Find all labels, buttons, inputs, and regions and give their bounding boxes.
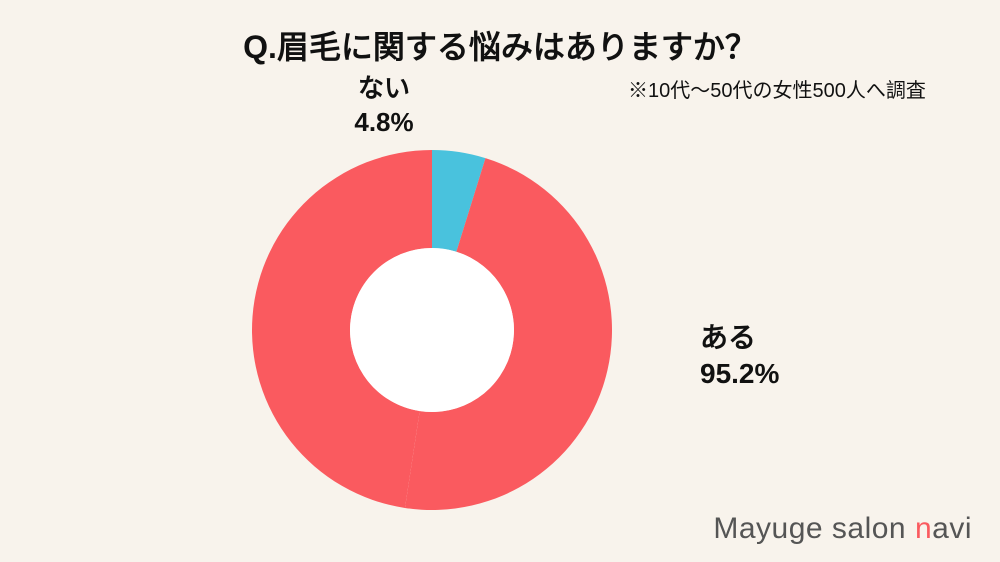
brand-prefix: Mayuge salon (713, 512, 915, 545)
slice-name-aru: ある (700, 320, 779, 356)
donut-hole (350, 248, 514, 412)
slice-pct-nai: 4.8% (354, 106, 413, 140)
slice-name-nai: ない (354, 72, 413, 106)
donut-chart (252, 150, 612, 510)
survey-note: ※10代～50代の女性500人へ調査 (628, 74, 926, 103)
slice-label-nai: ない 4.8% (354, 72, 413, 140)
brand-logo: Mayuge salon navi (713, 512, 972, 546)
slice-label-aru: ある 95.2% (700, 320, 779, 393)
infographic-canvas: Q.眉毛に関する悩みはありますか？ ※10代～50代の女性500人へ調査 ない … (0, 0, 1000, 562)
chart-title: Q.眉毛に関する悩みはありますか？ (0, 22, 1000, 68)
brand-accent: n (915, 512, 932, 545)
slice-pct-aru: 95.2% (700, 356, 779, 392)
brand-suffix: avi (932, 512, 972, 545)
